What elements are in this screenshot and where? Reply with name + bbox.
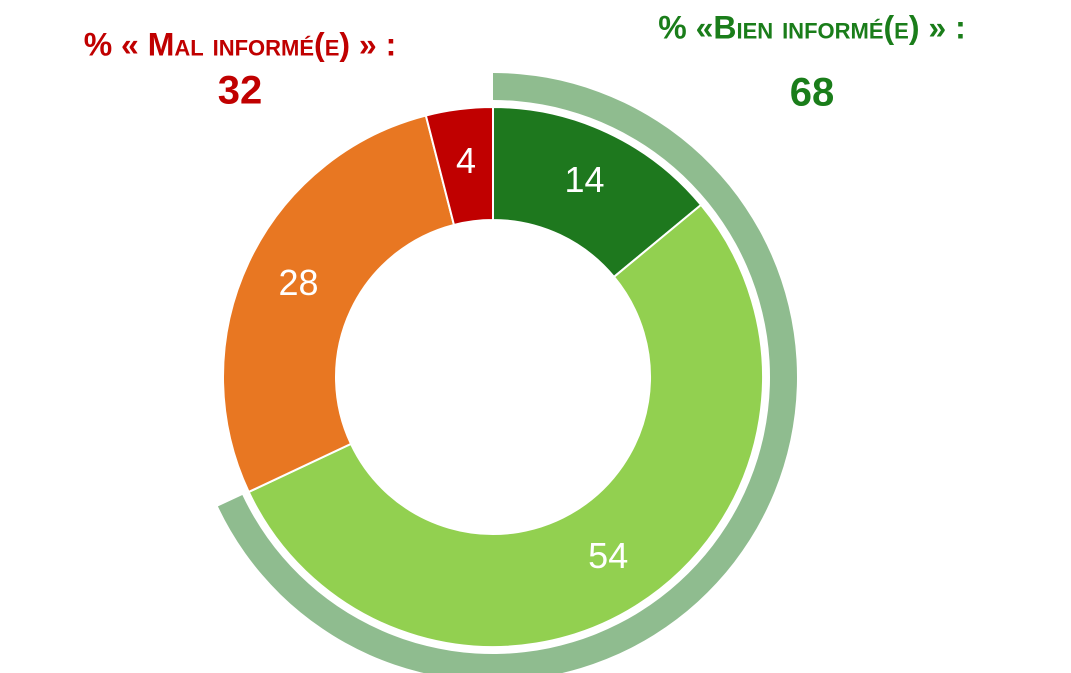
slice-label: 54 [588,535,628,576]
annotation-title: % « Mal informé(e) » : [84,26,397,62]
donut-slice [247,203,764,648]
annotation-value: 68 [790,71,835,115]
annotation-title: % «Bien informé(e) » : [658,9,965,45]
annotation-value: 32 [218,69,263,113]
donut-slice [222,114,456,494]
slice-label: 28 [278,262,318,303]
donut-slice [424,105,494,227]
slice-label: 14 [565,159,605,200]
slice-label: 4 [456,140,476,181]
